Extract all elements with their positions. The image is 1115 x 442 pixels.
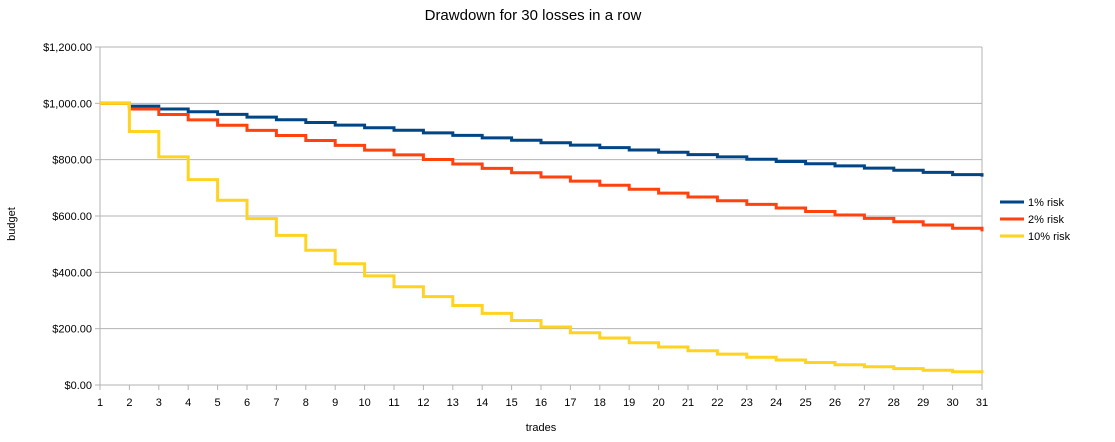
x-tick-label: 18 xyxy=(594,397,606,409)
x-tick-label: 12 xyxy=(417,397,429,409)
y-tick-label: $1,000.00 xyxy=(43,98,92,110)
x-tick-label: 7 xyxy=(273,397,279,409)
x-tick-label: 19 xyxy=(623,397,635,409)
x-tick-label: 17 xyxy=(564,397,576,409)
x-tick-label: 22 xyxy=(711,397,723,409)
x-tick-label: 11 xyxy=(388,397,399,409)
x-tick-label: 16 xyxy=(535,397,547,409)
legend-label: 1% risk xyxy=(1028,197,1065,209)
x-tick-label: 21 xyxy=(682,397,694,409)
x-tick-label: 9 xyxy=(332,397,338,409)
series-line-2 xyxy=(100,101,984,232)
x-tick-label: 1 xyxy=(97,397,103,409)
series-line-3 xyxy=(100,101,984,374)
x-tick-label: 31 xyxy=(976,397,988,409)
x-tick-label: 29 xyxy=(917,397,929,409)
y-tick-label: $1,200.00 xyxy=(43,42,92,54)
x-axis-label: trades xyxy=(526,422,557,434)
x-tick-label: 2 xyxy=(126,397,132,409)
legend-label: 10% risk xyxy=(1028,231,1071,243)
y-tick-label: $600.00 xyxy=(52,211,92,223)
x-tick-label: 3 xyxy=(156,397,162,409)
grid-layer xyxy=(95,46,983,390)
x-tick-label: 24 xyxy=(770,397,782,409)
y-tick-label: $0.00 xyxy=(64,380,92,392)
x-tick-label: 15 xyxy=(505,397,517,409)
x-tick-label: 27 xyxy=(858,397,870,409)
y-tick-label: $400.00 xyxy=(52,267,92,279)
x-tick-label: 4 xyxy=(185,397,191,409)
legend-label: 2% risk xyxy=(1028,214,1065,226)
series-line-1 xyxy=(100,101,984,177)
x-tick-label: 30 xyxy=(946,397,958,409)
x-tick-labels: 1 2 3 4 5 6 7 8 9 10 11 12 13 14 15 16 17 18 19 20 21 22 23 24 2… xyxy=(97,397,988,409)
y-tick-label: $800.00 xyxy=(52,155,92,167)
y-tick-labels: $0.00 $200.00 $400.00 $600.00 $800.00 $1,000.… xyxy=(43,42,92,392)
x-tick-label: 10 xyxy=(358,397,370,409)
x-tick-label: 5 xyxy=(215,397,221,409)
x-tick-label: 8 xyxy=(303,397,309,409)
chart-title: Drawdown for 30 losses in a row xyxy=(425,7,642,24)
legend: 1% risk 2% risk 10% risk xyxy=(1000,197,1071,243)
x-tick-label: 6 xyxy=(244,397,250,409)
y-axis-label: budget xyxy=(6,207,18,241)
series-layer xyxy=(100,101,984,374)
x-tick-label: 20 xyxy=(652,397,664,409)
y-tick-label: $200.00 xyxy=(52,324,92,336)
x-tick-label: 23 xyxy=(741,397,753,409)
x-tick-label: 14 xyxy=(476,397,488,409)
x-tick-label: 28 xyxy=(888,397,900,409)
x-tick-label: 13 xyxy=(447,397,459,409)
x-tick-label: 26 xyxy=(829,397,841,409)
x-tick-label: 25 xyxy=(799,397,811,409)
